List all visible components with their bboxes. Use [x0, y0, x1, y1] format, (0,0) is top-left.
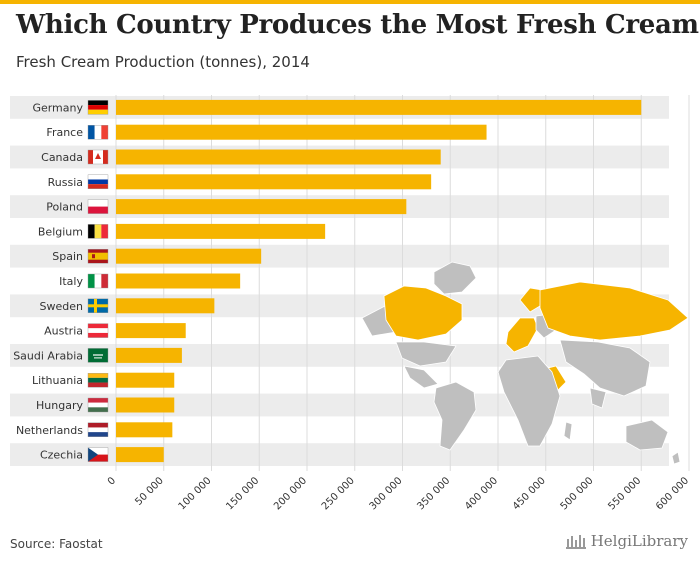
x-tick-label: 0 [106, 475, 118, 487]
chart-subtitle: Fresh Cream Production (tonnes), 2014 [16, 53, 310, 71]
map-region [505, 317, 539, 353]
map-region [563, 421, 573, 441]
x-tick-label: 50 000 [133, 475, 166, 508]
x-tick-label: 250 000 [320, 475, 357, 512]
row-band [10, 443, 669, 466]
bar [116, 248, 262, 264]
x-tick-label: 600 000 [654, 475, 691, 512]
x-tick-label: 100 000 [177, 475, 214, 512]
category-label: Saudi Arabia [13, 349, 83, 362]
map-region [433, 261, 477, 295]
map-region [403, 365, 439, 389]
flag-cz-icon [87, 447, 109, 462]
category-label: Austria [44, 325, 83, 338]
category-label: Germany [32, 101, 83, 114]
flag-it-icon [87, 273, 109, 289]
source-note: Source: Faostat [10, 537, 103, 551]
category-label: Netherlands [16, 424, 83, 437]
bar [116, 347, 182, 363]
category-label: Spain [52, 250, 83, 263]
flag-lt-icon [87, 373, 109, 388]
flag-es-icon [87, 248, 109, 264]
flag-ru-icon [87, 174, 109, 190]
flag-fr-icon [87, 124, 109, 140]
world-map [361, 261, 689, 465]
row-band [10, 393, 669, 417]
flag-be-icon [87, 224, 109, 239]
bar-chart: Germany France Canada Russia Poland Belgium Sp… [10, 95, 691, 512]
x-tick-label: 400 000 [463, 475, 500, 512]
bar [116, 174, 432, 190]
category-label: Belgium [38, 225, 83, 238]
flag-sa-icon [87, 348, 109, 363]
bar [116, 447, 164, 463]
flag-hu-icon [87, 397, 109, 413]
row-band [10, 244, 669, 268]
bar [116, 372, 175, 388]
map-region [559, 339, 651, 397]
bar [116, 273, 241, 289]
category-label: Russia [48, 176, 83, 189]
map-region [433, 381, 477, 451]
flag-de-icon [87, 100, 109, 115]
category-label: Czechia [40, 449, 83, 462]
x-tick-label: 350 000 [415, 475, 452, 512]
bar [116, 323, 186, 339]
brand-logo: HelgiLibrary [565, 532, 688, 550]
map-region [395, 341, 457, 367]
map-region [383, 285, 463, 341]
bar [116, 422, 173, 438]
x-tick-label: 450 000 [511, 475, 548, 512]
flag-ca-icon [87, 149, 109, 165]
map-region [589, 387, 607, 409]
category-label: Poland [46, 201, 83, 214]
bar [116, 397, 175, 413]
library-icon [565, 535, 586, 549]
map-region [539, 281, 689, 341]
bar [116, 99, 642, 115]
chart-title: Which Country Produces the Most Fresh Cr… [16, 10, 700, 40]
bar [116, 199, 407, 215]
x-tick-label: 150 000 [224, 475, 261, 512]
flag-pl-icon [87, 199, 109, 214]
bar [116, 149, 441, 165]
x-tick-label: 200 000 [272, 475, 309, 512]
bar [116, 223, 326, 239]
top-accent-bar [0, 0, 700, 4]
map-region [625, 419, 669, 451]
category-label: Hungary [36, 399, 83, 412]
category-label: Sweden [40, 300, 83, 313]
category-label: France [46, 126, 83, 139]
x-tick-label: 550 000 [606, 475, 643, 512]
flag-se-icon [87, 298, 109, 313]
map-region [497, 355, 561, 447]
category-label: Canada [41, 151, 83, 164]
flag-nl-icon [87, 422, 109, 437]
category-label: Italy [59, 275, 83, 288]
x-tick-label: 500 000 [559, 475, 596, 512]
x-tick-label: 300 000 [368, 475, 405, 512]
category-label: Lithuania [32, 374, 83, 387]
bar [116, 124, 487, 140]
bar [116, 298, 215, 314]
brand-name: HelgiLibrary [590, 532, 688, 550]
flag-at-icon [87, 323, 109, 338]
map-region [671, 451, 681, 465]
